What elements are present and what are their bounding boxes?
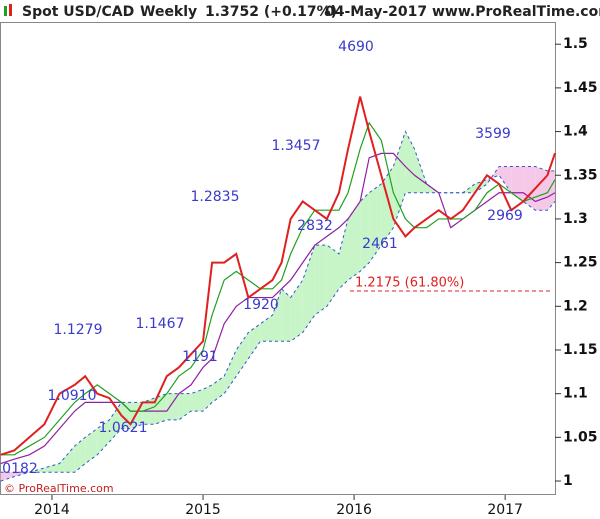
- y-tick-label: 1: [563, 473, 573, 489]
- annotation: 1.1467: [136, 316, 185, 332]
- cloud-fill: [487, 166, 500, 184]
- y-tick-label: 1.25: [563, 255, 598, 271]
- header-item: 04-May-2017: [325, 4, 427, 20]
- cloud-fill: [248, 323, 261, 359]
- annotation: 2832: [297, 218, 333, 234]
- cloud-fill: [74, 437, 86, 473]
- cloud-fill: [302, 245, 315, 333]
- annotation: 0182: [2, 461, 38, 477]
- x-tick-label: 2015: [185, 502, 221, 518]
- annotation: 3599: [475, 126, 511, 142]
- cloud-fill: [85, 428, 98, 464]
- annotation: 1191: [182, 349, 218, 365]
- cloud-fill: [405, 131, 415, 193]
- x-tick-label: 2017: [487, 502, 523, 518]
- cloud-line: [0, 166, 555, 473]
- y-tick-label: 1.35: [563, 167, 598, 183]
- cloud-fill: [272, 288, 282, 342]
- cloud-fill: [547, 170, 555, 211]
- cloud-fill: [290, 280, 303, 342]
- cloud-fill: [59, 446, 75, 473]
- annotation: 1.0910: [48, 388, 97, 404]
- cloud-fill: [314, 245, 327, 316]
- cloud-fill: [369, 183, 382, 263]
- cloud-fill: [360, 192, 370, 272]
- y-tick-label: 1.3: [563, 211, 588, 227]
- annotation: 1.2835: [191, 189, 240, 205]
- header-item: 1.3752 (+0.17%): [205, 4, 337, 20]
- header-item: Weekly: [140, 4, 197, 20]
- x-tick-label: 2014: [34, 502, 70, 518]
- annotation: 1.0621: [99, 420, 148, 436]
- cloud-fill: [29, 467, 45, 473]
- cloud-fill: [348, 201, 361, 281]
- cloud-fill: [203, 384, 213, 412]
- y-tick-label: 1.15: [563, 342, 598, 358]
- annotation: 4690: [338, 39, 374, 55]
- x-tick-label: 2016: [336, 502, 372, 518]
- cloud-fill: [338, 218, 349, 289]
- cloud-line: [0, 130, 556, 482]
- cloud-fill: [224, 349, 237, 394]
- cloud-fill: [154, 393, 167, 425]
- level-label: 1.2175 (61.80%): [355, 276, 464, 291]
- annotation: 1920: [243, 297, 279, 313]
- y-tick-label: 1.2: [563, 298, 588, 314]
- annotation: 1.3457: [272, 138, 321, 154]
- cloud-fill: [326, 245, 339, 307]
- y-tick-label: 1.1: [563, 386, 588, 402]
- cloud-fill: [393, 131, 406, 228]
- series-line: [0, 96, 556, 456]
- footer: © ProRealTime.com: [4, 482, 114, 495]
- cloud-fill: [178, 393, 191, 420]
- header-item: www.ProRealTime.com: [432, 4, 600, 20]
- cloud-fill: [0, 472, 15, 482]
- annotation: 2461: [362, 236, 398, 252]
- cloud-fill: [97, 419, 110, 455]
- y-tick-label: 1.45: [563, 80, 598, 96]
- cloud-fill: [44, 463, 60, 473]
- cloud-fill: [499, 166, 512, 193]
- y-tick-label: 1.5: [563, 36, 588, 52]
- plot-frame: [0, 22, 556, 495]
- cloud-fill: [260, 315, 273, 342]
- y-tick-label: 1.05: [563, 429, 598, 445]
- cloud-fill: [281, 288, 291, 342]
- annotation: 2969: [487, 208, 523, 224]
- annotation: 1.1279: [54, 322, 103, 338]
- cloud-fill: [190, 389, 204, 412]
- cloud-fill: [236, 332, 249, 377]
- cloud-fill: [535, 166, 548, 211]
- cloud-fill: [166, 393, 179, 420]
- header-item: Spot USD/CAD: [22, 4, 134, 20]
- logo: [4, 4, 12, 16]
- y-tick-label: 1.4: [563, 124, 588, 140]
- series-line: [0, 121, 556, 456]
